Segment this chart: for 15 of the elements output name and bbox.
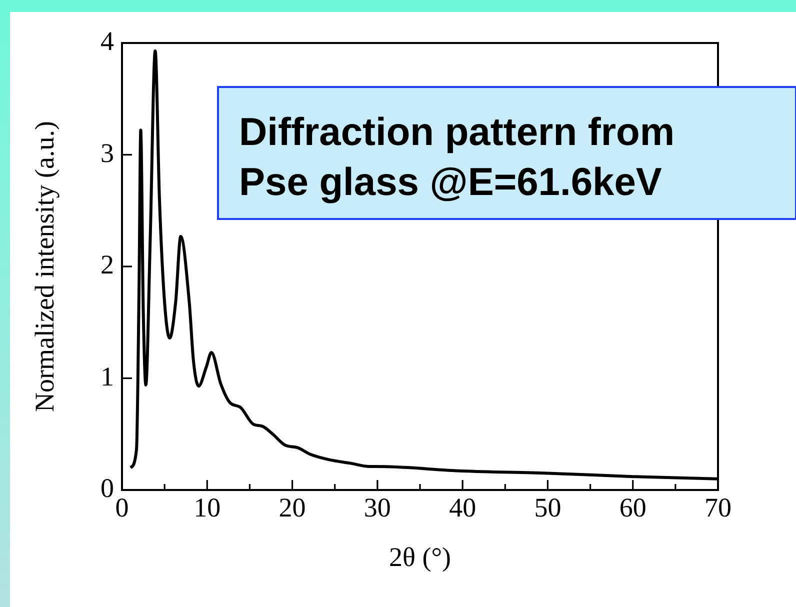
y-tick-label: 2 <box>100 250 114 280</box>
x-tick-label: 40 <box>449 492 476 522</box>
y-tick-label: 1 <box>100 361 114 392</box>
text: Diffraction pattern from Pse glass @E=61.6keV <box>239 111 675 204</box>
y-axis-title: Normalized intensity (a.u.) <box>29 121 60 412</box>
x-tick-label: 10 <box>194 492 221 522</box>
x-tick-label: 70 <box>704 492 732 522</box>
y-tick-label: 3 <box>100 138 114 168</box>
x-tick-label: 20 <box>278 492 306 522</box>
x-tick-label: 30 <box>364 492 391 522</box>
x-tick-label: 60 <box>619 492 646 522</box>
x-axis-title: 2θ (°) <box>389 542 451 572</box>
y-tick-label: 4 <box>100 26 114 56</box>
x-tick-label: 50 <box>534 492 562 522</box>
y-tick-label: 0 <box>100 473 114 504</box>
